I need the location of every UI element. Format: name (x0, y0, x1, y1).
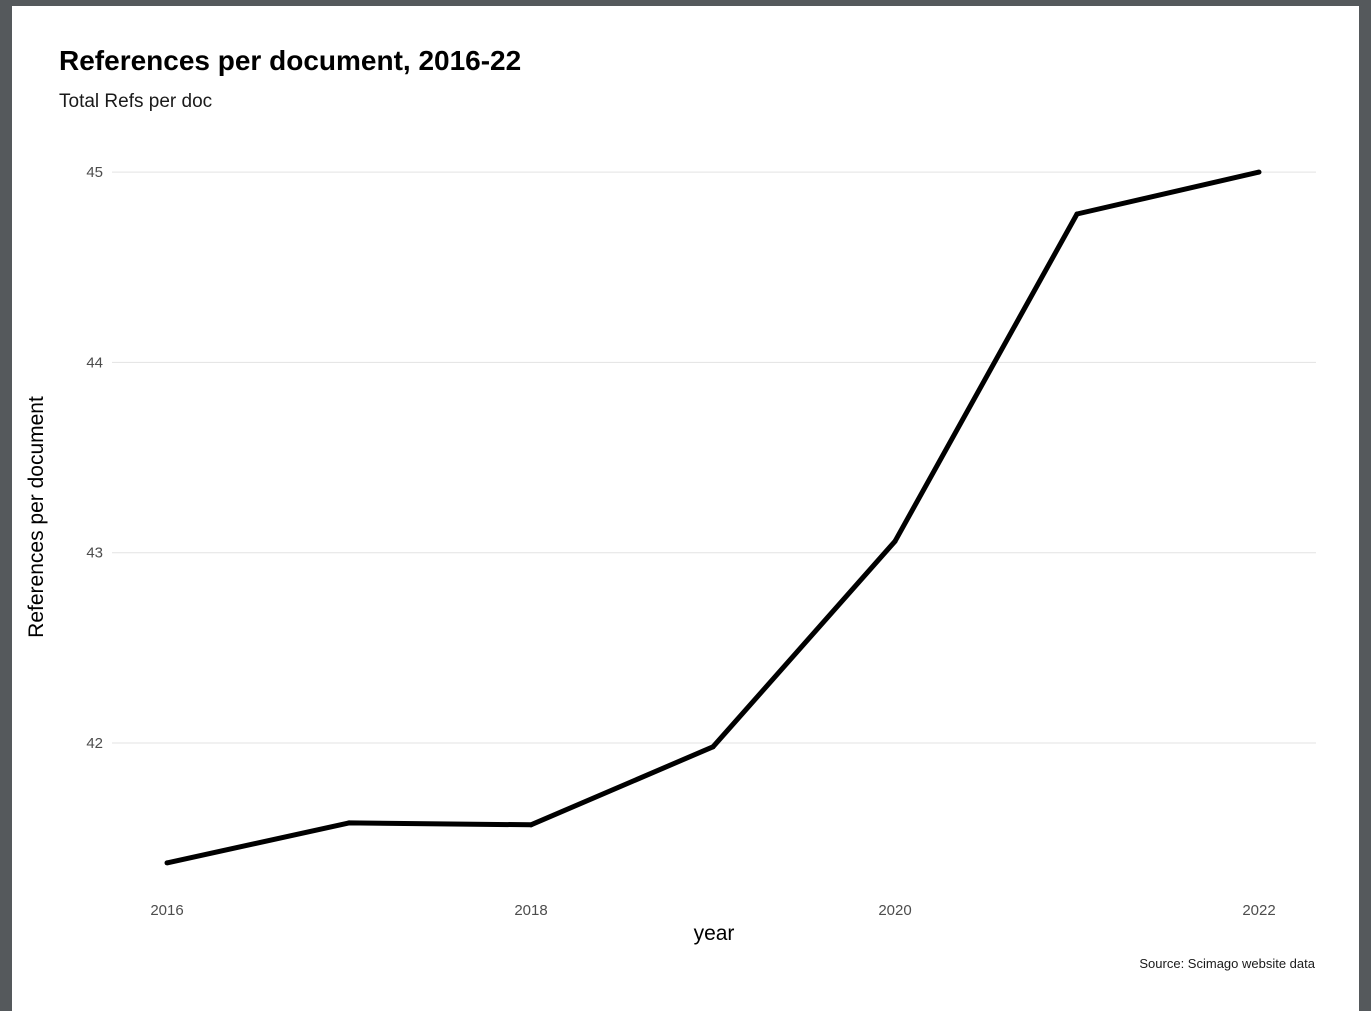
data-point (1256, 169, 1262, 175)
y-tick-label: 42 (86, 735, 103, 752)
source-caption: Source: Scimago website data (1139, 956, 1315, 971)
data-point (710, 744, 716, 750)
y-axis-title: References per document (25, 396, 48, 638)
x-axis-title: year (694, 922, 735, 945)
data-point (1074, 211, 1080, 217)
x-tick-label: 2020 (878, 902, 911, 919)
gridlines (112, 171, 1316, 744)
chart-subtitle: Total Refs per doc (59, 91, 213, 112)
y-tick-label: 44 (86, 354, 103, 371)
x-tick-label: 2022 (1242, 902, 1275, 919)
data-point (164, 860, 170, 866)
x-tick-label: 2016 (150, 902, 183, 919)
y-axis-ticks: 42 43 44 45 (86, 164, 103, 752)
y-tick-label: 43 (86, 545, 103, 562)
x-tick-label: 2018 (514, 902, 547, 919)
chart-panel (12, 6, 1359, 1011)
y-tick-label: 45 (86, 164, 103, 181)
series-line (166, 169, 1260, 866)
data-point (346, 820, 352, 826)
data-point (528, 822, 534, 828)
data-point (892, 538, 898, 544)
series-layer (164, 169, 1262, 866)
x-axis-ticks: 2016 2018 2020 2022 (150, 902, 1275, 919)
chart-title: References per document, 2016-22 (59, 45, 522, 76)
